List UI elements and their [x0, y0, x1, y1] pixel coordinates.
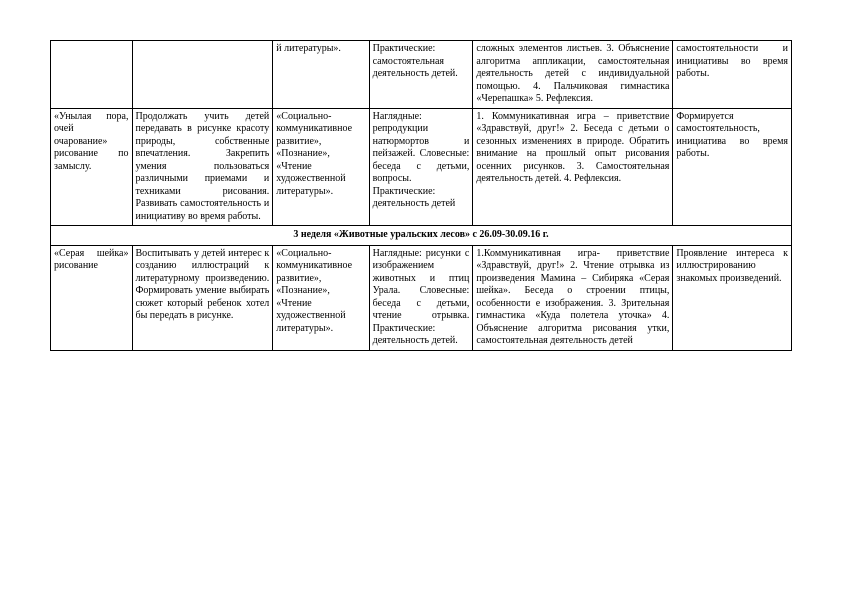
- cell-methods: Наглядные: репродукции натюрмортов и пей…: [369, 108, 473, 226]
- cell-topic: «Серая шейка» рисование: [51, 245, 133, 350]
- cell-goals: [132, 41, 273, 109]
- cell-areas: «Социально-коммуникативное развитие», «П…: [273, 108, 369, 226]
- cell-methods: Наглядные: рисунки с изображением животн…: [369, 245, 473, 350]
- cell-activities: 1.Коммуникативная игра- приветствие «Здр…: [473, 245, 673, 350]
- section-header-cell: 3 неделя «Животные уральских лесов» с 26…: [51, 226, 792, 246]
- cell-results: самостоятельности и инициативы во время …: [673, 41, 792, 109]
- table-row: «Серая шейка» рисование Воспитывать у де…: [51, 245, 792, 350]
- cell-topic: «Унылая пора, очей очарование» рисование…: [51, 108, 133, 226]
- cell-goals: Воспитывать у детей интерес к созданию и…: [132, 245, 273, 350]
- section-header-row: 3 неделя «Животные уральских лесов» с 26…: [51, 226, 792, 246]
- cell-goals: Продолжать учить детей передавать в рису…: [132, 108, 273, 226]
- cell-topic: [51, 41, 133, 109]
- cell-areas: «Социально-коммуникативное развитие», «П…: [273, 245, 369, 350]
- curriculum-table: й литературы». Практические: самостоятел…: [50, 40, 792, 351]
- cell-methods: Практические: самостоятельная деятельнос…: [369, 41, 473, 109]
- cell-activities: сложных элементов листьев. 3. Объяснение…: [473, 41, 673, 109]
- cell-results: Формируется самостоятельность, инициатив…: [673, 108, 792, 226]
- table-row: «Унылая пора, очей очарование» рисование…: [51, 108, 792, 226]
- cell-results: Проявление интереса к иллюстрированию зн…: [673, 245, 792, 350]
- cell-activities: 1. Коммуникативная игра – приветствие «З…: [473, 108, 673, 226]
- cell-areas: й литературы».: [273, 41, 369, 109]
- table-row: й литературы». Практические: самостоятел…: [51, 41, 792, 109]
